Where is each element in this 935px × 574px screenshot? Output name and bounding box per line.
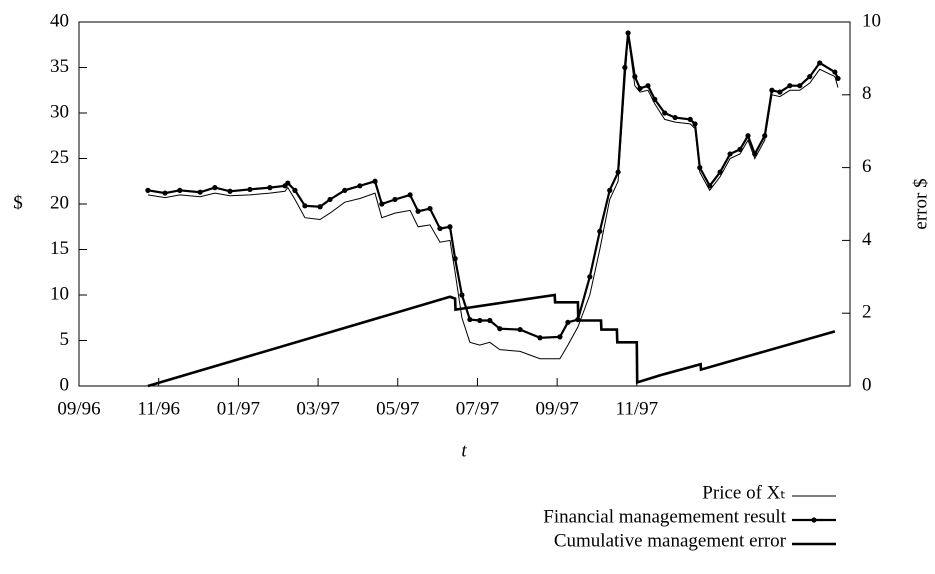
x-tick-label: 09/96 — [57, 398, 100, 419]
series-marker — [622, 64, 628, 71]
series-marker — [467, 316, 473, 323]
y-tick-label: 20 — [50, 192, 69, 213]
series-marker — [607, 187, 613, 193]
series-marker — [437, 225, 443, 232]
y-tick-label: 25 — [50, 147, 69, 168]
series-marker — [807, 74, 813, 80]
x-tick-label: 09/97 — [535, 398, 578, 419]
series-marker — [415, 208, 421, 214]
series-marker — [197, 189, 203, 195]
series-marker — [717, 169, 723, 175]
series-marker — [372, 178, 378, 184]
series-marker — [302, 203, 308, 209]
y-tick-label: 35 — [50, 56, 69, 77]
series-marker — [707, 183, 713, 189]
series-marker — [692, 121, 698, 127]
y-axis-label: $ — [13, 192, 23, 213]
series-marker — [652, 96, 658, 102]
series-marker — [835, 75, 841, 82]
series-line — [147, 293, 836, 388]
series-marker — [285, 180, 291, 186]
legend-swatch-marker — [811, 517, 817, 523]
series-marker — [752, 151, 758, 157]
series-marker — [477, 317, 483, 324]
x-tick-label: 11/96 — [137, 398, 180, 419]
x-tick-label: 05/97 — [376, 398, 419, 419]
series-marker — [632, 74, 638, 80]
series-marker — [637, 85, 643, 92]
series-marker — [267, 185, 273, 191]
y2-tick-label: 8 — [862, 83, 872, 104]
series-marker — [777, 89, 783, 95]
y2-tick-label: 4 — [862, 229, 872, 250]
series-marker — [327, 196, 333, 203]
series-line — [147, 35, 839, 360]
x-tick-label: 11/97 — [616, 398, 659, 419]
legend-label: Financial managemement result — [543, 506, 786, 527]
series-marker — [427, 205, 433, 212]
x-tick-label: 07/97 — [456, 398, 499, 419]
series-marker — [737, 146, 743, 152]
series-marker — [292, 187, 298, 193]
y2-tick-label: 10 — [862, 10, 881, 31]
plot-frame — [78, 21, 851, 387]
series-marker — [447, 224, 453, 230]
series-marker — [392, 196, 398, 203]
x-tick-label: 01/97 — [217, 398, 260, 419]
series-marker — [452, 256, 458, 262]
series-marker — [587, 274, 593, 280]
legend-label: Cumulative management error — [554, 530, 787, 551]
series-marker — [487, 317, 493, 324]
y2-tick-label: 6 — [862, 156, 872, 177]
series-marker — [597, 228, 603, 234]
series-marker — [212, 185, 218, 191]
legend-label: Price of Xₜ — [702, 482, 786, 503]
series-marker — [697, 165, 703, 171]
series-marker — [762, 133, 768, 139]
y-tick-label: 5 — [60, 329, 70, 350]
series-marker — [517, 326, 523, 333]
series-marker — [625, 30, 631, 36]
series-marker — [557, 334, 563, 340]
x-axis-label: t — [461, 440, 467, 461]
y-tick-label: 10 — [50, 283, 69, 304]
y2-tick-label: 0 — [862, 374, 872, 395]
series-marker — [247, 186, 253, 193]
series-marker — [662, 110, 668, 116]
x-tick-label: 03/97 — [296, 398, 339, 419]
series-marker — [565, 319, 571, 325]
series-marker — [379, 201, 385, 207]
y-tick-label: 15 — [50, 238, 69, 259]
series-marker — [787, 83, 793, 89]
series-marker — [645, 83, 651, 89]
series-marker — [537, 335, 543, 341]
series-marker — [342, 187, 348, 193]
series-marker — [497, 326, 503, 332]
series-marker — [357, 183, 363, 189]
series-marker — [615, 169, 621, 175]
series-marker — [832, 69, 838, 75]
series-marker — [407, 192, 413, 198]
series-marker — [745, 133, 751, 139]
y-tick-label: 0 — [60, 374, 70, 395]
series-marker — [817, 60, 823, 66]
series-marker — [459, 292, 465, 298]
series-line — [147, 32, 839, 339]
series-marker — [797, 83, 803, 89]
series-marker — [672, 114, 678, 121]
y2-tick-label: 2 — [862, 302, 872, 323]
series-marker — [317, 204, 323, 210]
series-marker — [769, 87, 775, 93]
series-marker — [687, 116, 693, 122]
series-marker — [227, 188, 233, 194]
y-tick-label: 30 — [50, 101, 69, 122]
series-marker — [145, 187, 151, 193]
series-marker — [162, 190, 168, 196]
series-marker — [177, 187, 183, 193]
y-tick-label: 40 — [50, 10, 69, 31]
series-marker — [727, 151, 733, 157]
y2-axis-label: error $ — [910, 178, 931, 229]
